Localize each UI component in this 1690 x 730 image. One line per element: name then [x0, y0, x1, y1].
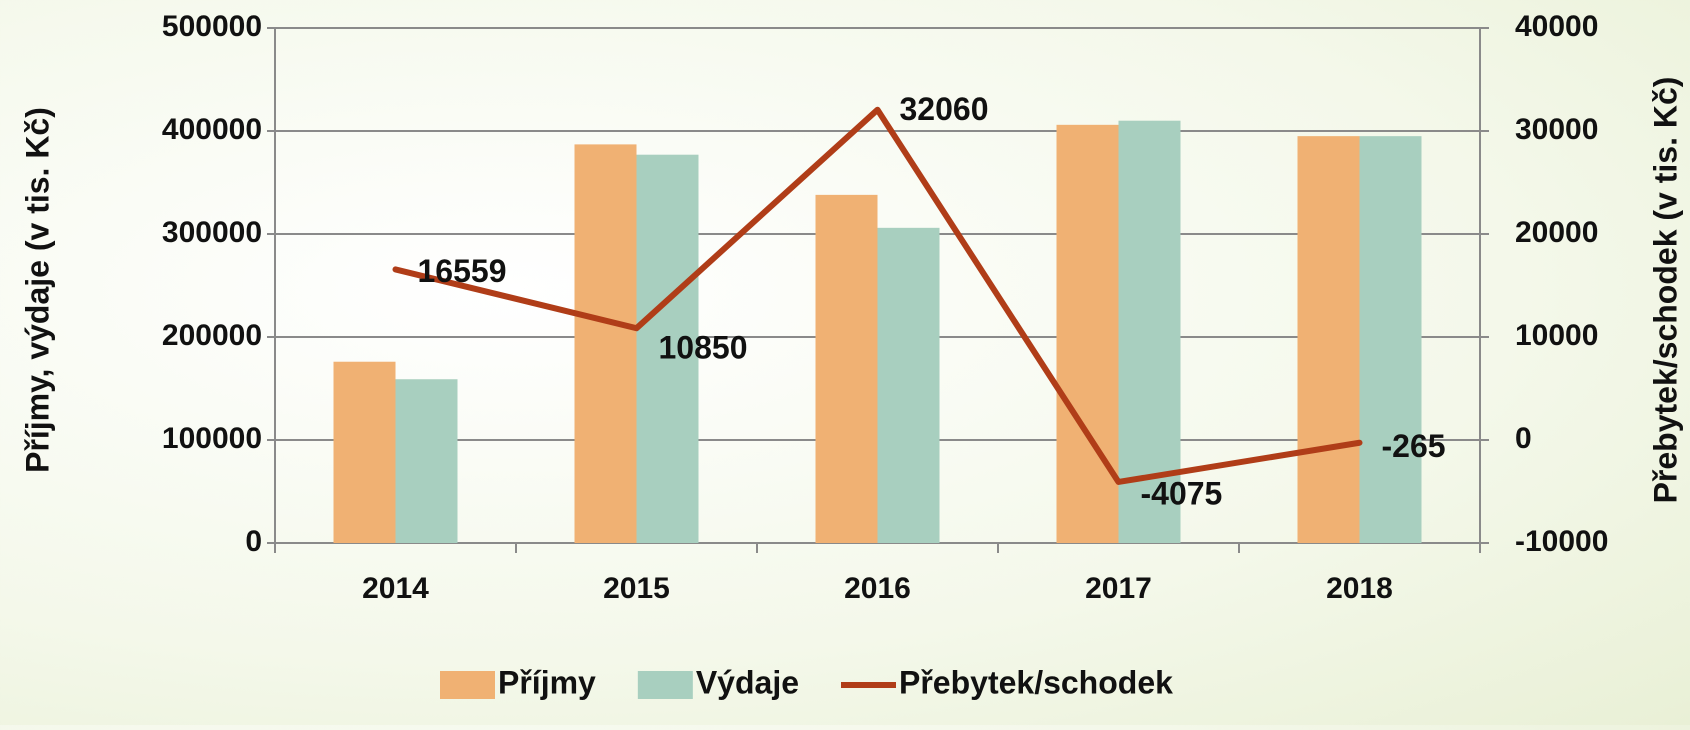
legend-label: Výdaje — [696, 664, 799, 700]
data-label: 10850 — [659, 330, 748, 366]
data-label: 32060 — [900, 91, 989, 127]
y-axis-title: Příjmy, výdaje (v tis. Kč) — [19, 107, 55, 473]
bar — [574, 144, 637, 543]
y-tick-label: 0 — [245, 525, 262, 558]
legend-swatch — [440, 671, 495, 699]
legend-label: Příjmy — [498, 664, 596, 700]
data-label: 16559 — [418, 253, 507, 289]
y2-tick-label: 30000 — [1515, 113, 1598, 146]
y2-axis-title: Přebytek/schodek (v tis. Kč) — [1647, 77, 1683, 504]
bar — [815, 194, 878, 544]
bar — [1056, 124, 1119, 543]
y-tick-label: 300000 — [162, 216, 262, 249]
y2-tick-label: -10000 — [1515, 525, 1608, 558]
bar — [1297, 136, 1360, 543]
legend-label: Přebytek/schodek — [899, 664, 1173, 700]
bar — [1359, 136, 1422, 543]
x-tick-label: 2015 — [603, 572, 670, 605]
data-label: -265 — [1382, 428, 1446, 464]
line — [392, 106, 1363, 485]
y-tick-label: 400000 — [162, 113, 262, 146]
y2-tick-label: 10000 — [1515, 319, 1598, 352]
y-tick-label: 500000 — [162, 10, 262, 43]
x-tick-label: 2016 — [844, 572, 911, 605]
bar — [877, 227, 940, 543]
data-label: -4075 — [1141, 475, 1223, 511]
x-tick-label: 2014 — [362, 572, 429, 605]
y-tick-label: 100000 — [162, 422, 262, 455]
y2-tick-label: 20000 — [1515, 216, 1598, 249]
bar — [395, 379, 458, 543]
legend-swatch — [637, 671, 693, 699]
y-tick-label: 200000 — [162, 319, 262, 352]
y2-tick-label: 0 — [1515, 422, 1532, 455]
x-tick-label: 2017 — [1085, 572, 1152, 605]
x-tick-label: 2018 — [1326, 572, 1393, 605]
bar — [333, 361, 396, 543]
y2-tick-label: 40000 — [1515, 10, 1598, 43]
bar — [636, 154, 699, 543]
